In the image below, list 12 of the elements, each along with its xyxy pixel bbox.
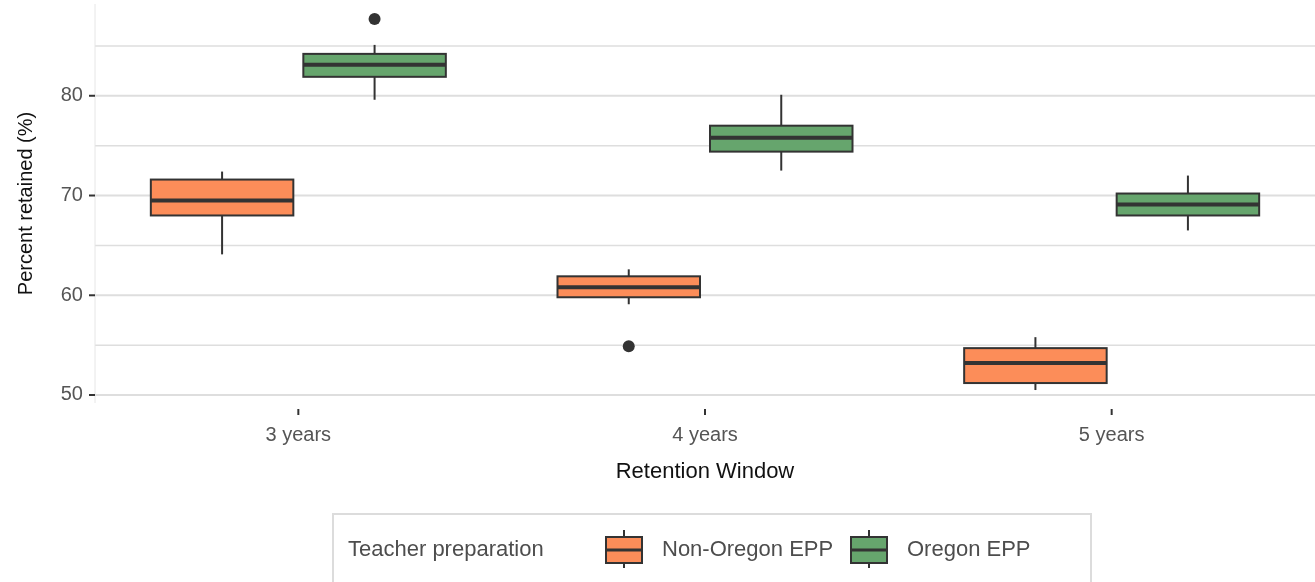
x-axis-title: Retention Window: [615, 458, 795, 483]
x-tick-label: 5 years: [1078, 423, 1145, 445]
legend-label: Oregon EPP: [907, 535, 1031, 561]
y-tick-label: 80: [60, 83, 83, 106]
x-tick-label: 3 years: [265, 423, 332, 445]
x-tick-label: 4 years: [672, 423, 738, 445]
y-tick-label: 60: [60, 282, 83, 305]
y-axis-title: Percent retained (%): [14, 111, 36, 296]
y-tick-label: 70: [60, 182, 83, 205]
y-tick-label: 50: [60, 382, 83, 405]
legend-label: Non-Oregon EPP: [662, 535, 834, 561]
legend-title: Teacher preparation: [348, 535, 544, 561]
